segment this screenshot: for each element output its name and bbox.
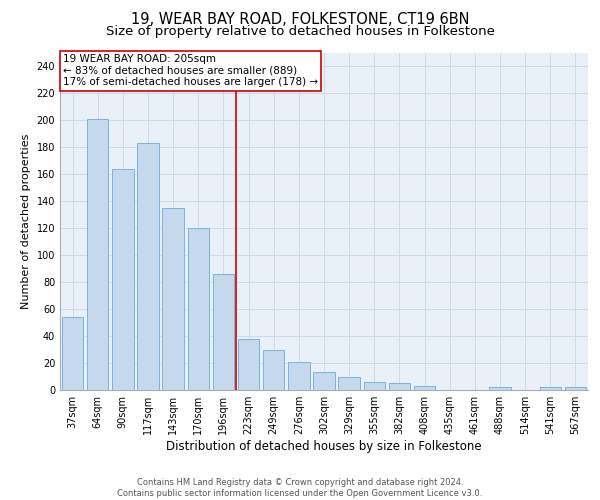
Bar <box>263 350 284 390</box>
Bar <box>364 382 385 390</box>
Bar <box>490 388 511 390</box>
Bar <box>313 372 335 390</box>
Text: 19, WEAR BAY ROAD, FOLKESTONE, CT19 6BN: 19, WEAR BAY ROAD, FOLKESTONE, CT19 6BN <box>131 12 469 28</box>
Bar <box>62 317 83 390</box>
X-axis label: Distribution of detached houses by size in Folkestone: Distribution of detached houses by size … <box>166 440 482 453</box>
Bar <box>213 274 234 390</box>
Bar <box>414 386 435 390</box>
Y-axis label: Number of detached properties: Number of detached properties <box>21 134 31 309</box>
Text: 19 WEAR BAY ROAD: 205sqm
← 83% of detached houses are smaller (889)
17% of semi-: 19 WEAR BAY ROAD: 205sqm ← 83% of detach… <box>62 54 318 88</box>
Bar <box>137 143 158 390</box>
Bar <box>163 208 184 390</box>
Bar <box>112 168 134 390</box>
Bar <box>565 388 586 390</box>
Bar <box>238 338 259 390</box>
Text: Size of property relative to detached houses in Folkestone: Size of property relative to detached ho… <box>106 25 494 38</box>
Bar <box>188 228 209 390</box>
Text: Contains HM Land Registry data © Crown copyright and database right 2024.
Contai: Contains HM Land Registry data © Crown c… <box>118 478 482 498</box>
Bar <box>338 376 360 390</box>
Bar <box>389 383 410 390</box>
Bar <box>87 118 109 390</box>
Bar <box>288 362 310 390</box>
Bar <box>539 388 561 390</box>
